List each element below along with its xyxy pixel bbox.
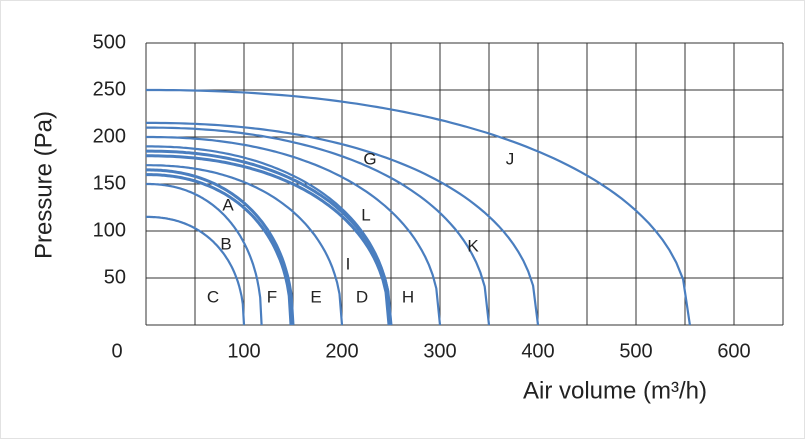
curve-label: H [402,287,414,306]
fan-curve [146,135,442,326]
curve-label: D [356,287,368,306]
x-tick-label: 400 [521,340,554,362]
fan-curve [146,149,393,326]
y-tick-label: 150 [93,172,126,194]
x-tick-label: 100 [227,340,260,362]
y-tick-label: 500 [93,31,126,53]
fan-curve [146,145,393,326]
fan-curve [146,164,344,326]
fan-curve [146,173,293,326]
x-tick-label: 0 [111,340,122,362]
curve-label: A [222,195,234,214]
y-tick-label: 50 [104,266,126,288]
curve-label: B [220,234,231,253]
curve-label: F [267,287,277,306]
curve-label: G [363,149,376,168]
curve-label: J [506,149,515,168]
fan-curve [146,215,246,326]
x-tick-label: 500 [619,340,652,362]
y-tick-label: 200 [93,125,126,147]
fan-curve [146,121,540,326]
x-axis-title: Air volume (m³/h) [523,377,707,404]
fan-curve [146,154,391,326]
fan-curve [146,182,263,326]
x-tick-label: 200 [325,340,358,362]
x-tick-label: 300 [423,340,456,362]
fan-curve [146,126,491,326]
fan-curve [146,168,295,326]
y-axis-title: Pressure (Pa) [30,111,57,259]
curve-label: K [467,236,479,255]
curve-label: C [207,287,219,306]
curve-label: L [361,205,370,224]
x-tick-label: 600 [717,340,750,362]
curve-label: I [346,254,351,273]
fan-curve [146,88,691,326]
y-tick-label: 250 [93,78,126,100]
curve-label: E [310,287,321,306]
y-tick-label: 100 [93,219,126,241]
